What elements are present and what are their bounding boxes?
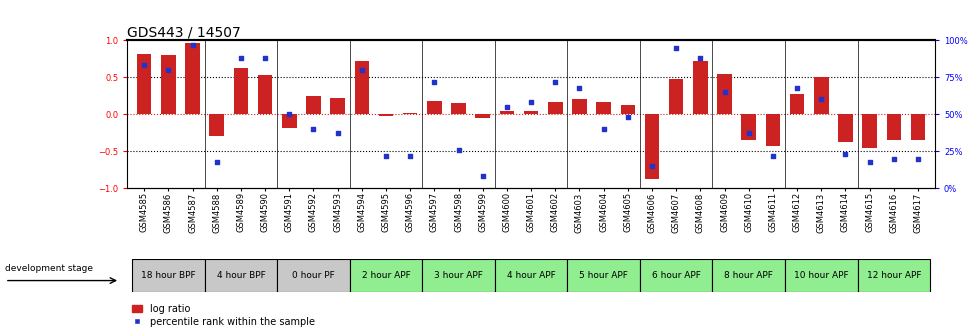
Point [233,55,248,61]
Bar [620,104,635,114]
Text: 6 hour APF: 6 hour APF [651,271,700,280]
Text: 4 hour APF: 4 hour APF [507,271,555,280]
Bar [857,259,929,292]
Bar [765,114,779,146]
Bar [571,99,586,114]
Point [885,156,901,161]
Text: 18 hour BPF: 18 hour BPF [141,271,196,280]
Bar [523,111,538,114]
Bar [185,43,200,114]
Bar [640,259,712,292]
Bar [499,111,513,114]
Point [596,126,611,132]
Bar [306,96,321,114]
Point [740,131,756,136]
Bar [740,114,755,140]
Point [208,159,224,164]
Bar [862,114,876,148]
Point [619,115,635,120]
Point [136,63,152,68]
Point [547,79,562,84]
Text: 3 hour APF: 3 hour APF [433,271,482,280]
Bar [712,259,784,292]
Point [160,67,176,73]
Point [499,104,514,110]
Point [185,42,200,47]
Bar [257,75,272,114]
Bar [403,113,417,114]
Bar [692,61,707,114]
Bar [837,114,852,141]
Bar [668,80,683,114]
Bar [910,114,924,140]
Bar [567,259,640,292]
Text: 5 hour APF: 5 hour APF [579,271,628,280]
Bar [354,61,369,114]
Text: 12 hour APF: 12 hour APF [866,271,920,280]
Bar [426,101,441,114]
Point [571,85,587,90]
Point [450,147,466,153]
Point [813,97,828,102]
Text: GDS443 / 14507: GDS443 / 14507 [127,25,241,39]
Bar [596,102,610,114]
Point [402,153,418,158]
Point [788,85,804,90]
Point [281,112,296,117]
Legend: log ratio, percentile rank within the sample: log ratio, percentile rank within the sa… [132,304,314,327]
Text: 2 hour APF: 2 hour APF [361,271,410,280]
Point [378,153,393,158]
Point [257,55,273,61]
Bar [282,114,296,128]
Point [691,55,707,61]
Bar [451,103,466,114]
Point [354,67,370,73]
Bar [209,114,224,136]
Bar [234,69,248,114]
Point [861,159,876,164]
Bar [494,259,567,292]
Bar [132,259,204,292]
Text: development stage: development stage [5,264,93,273]
Point [330,131,345,136]
Text: 10 hour APF: 10 hour APF [793,271,848,280]
Bar [784,259,857,292]
Bar [330,98,344,114]
Text: 8 hour APF: 8 hour APF [724,271,773,280]
Bar [813,77,827,114]
Point [305,126,321,132]
Point [837,152,853,157]
Bar [378,114,393,116]
Text: 0 hour PF: 0 hour PF [291,271,334,280]
Bar [645,114,658,178]
Bar [717,74,732,114]
Bar [277,259,349,292]
Bar [886,114,900,140]
Bar [161,55,175,114]
Bar [548,102,562,114]
Bar [422,259,494,292]
Point [716,89,732,95]
Bar [349,259,422,292]
Point [522,100,538,105]
Point [426,79,442,84]
Point [644,163,659,169]
Bar [475,114,490,118]
Text: 4 hour BPF: 4 hour BPF [216,271,265,280]
Point [474,174,490,179]
Point [910,156,925,161]
Point [765,153,780,158]
Point [668,45,684,50]
Bar [789,94,804,114]
Bar [137,54,152,114]
Bar [204,259,277,292]
